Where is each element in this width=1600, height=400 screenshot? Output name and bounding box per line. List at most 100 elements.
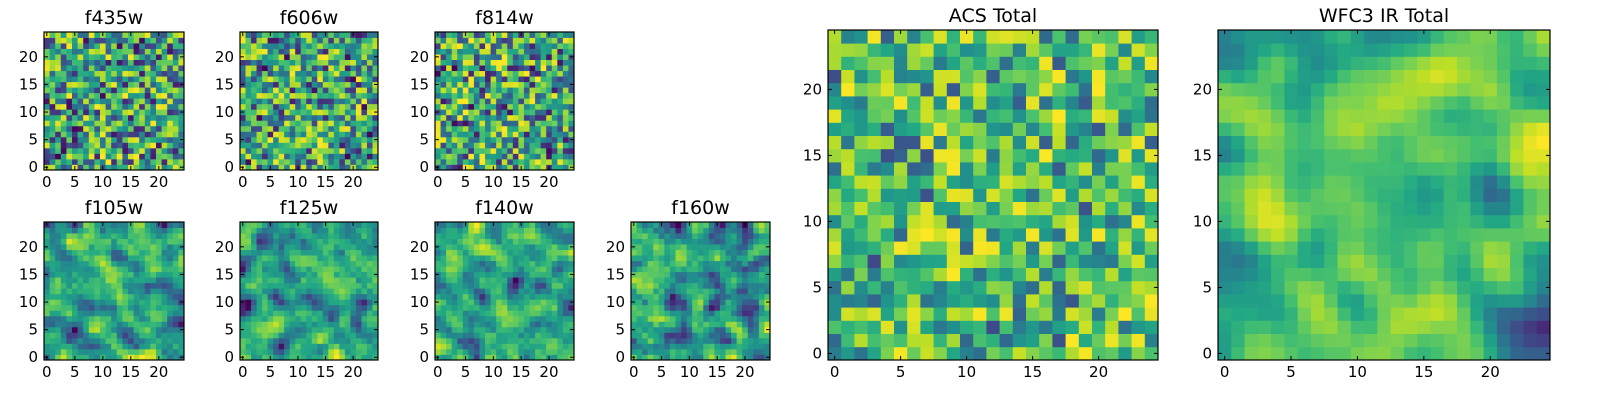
heatmap-cell xyxy=(479,255,486,262)
heatmap-cell xyxy=(496,37,503,44)
heatmap-cell xyxy=(295,65,302,72)
heatmap-cell xyxy=(546,59,553,66)
heatmap-cell xyxy=(150,315,157,322)
heatmap-cell xyxy=(300,153,307,160)
heatmap-cell xyxy=(122,76,129,83)
heatmap-cell xyxy=(747,244,754,250)
heatmap-cell xyxy=(133,70,140,77)
heatmap-cell xyxy=(435,337,441,344)
heatmap-cell xyxy=(284,271,291,278)
heatmap-cell xyxy=(278,326,285,333)
heatmap-cell xyxy=(523,65,530,72)
axes-frame xyxy=(434,31,575,171)
heatmap-cell xyxy=(557,153,564,160)
heatmap-cell xyxy=(457,76,464,83)
heatmap-cell xyxy=(999,175,1014,189)
heatmap-cell xyxy=(256,266,263,273)
heatmap-cell xyxy=(451,260,458,267)
heatmap-cell xyxy=(72,120,78,127)
heatmap-cell xyxy=(1065,162,1080,176)
heatmap-cell xyxy=(1012,254,1027,268)
heatmap-cell xyxy=(94,277,101,284)
heatmap-cell xyxy=(133,222,140,228)
heatmap-cell xyxy=(457,332,464,339)
heatmap-cell xyxy=(161,87,168,94)
heatmap-cell xyxy=(83,81,90,88)
heatmap-cell xyxy=(88,244,95,250)
heatmap-cell xyxy=(719,277,726,284)
heatmap-cell xyxy=(457,315,464,322)
heatmap-cell xyxy=(731,354,738,361)
heatmap-cell xyxy=(350,81,357,88)
heatmap-cell xyxy=(178,310,185,317)
heatmap-cell xyxy=(647,288,654,295)
heatmap-cell xyxy=(828,228,842,242)
heatmap-cell xyxy=(333,222,340,228)
heatmap-cell xyxy=(920,214,934,229)
heatmap-cell xyxy=(133,266,140,273)
heatmap-cell xyxy=(758,227,765,234)
heatmap-cell xyxy=(557,255,564,262)
heatmap-cell xyxy=(546,244,553,250)
heatmap-cell xyxy=(568,120,575,127)
y-tick-label: 0 xyxy=(28,348,38,366)
heatmap-cell xyxy=(725,288,732,295)
heatmap-cell xyxy=(479,271,486,278)
heatmap-cell xyxy=(703,233,710,239)
heatmap-cell xyxy=(1012,162,1027,176)
heatmap-cell xyxy=(267,48,274,55)
heatmap-cell xyxy=(350,76,357,83)
heatmap-cell xyxy=(105,87,112,94)
heatmap-cell xyxy=(128,81,134,88)
heatmap-cell xyxy=(284,158,291,165)
heatmap-cell xyxy=(251,337,257,344)
heatmap-cell xyxy=(167,271,174,278)
heatmap-cell xyxy=(479,282,486,289)
heatmap-cell xyxy=(317,92,324,99)
heatmap-cell xyxy=(88,153,95,160)
heatmap-cell xyxy=(523,266,530,273)
heatmap-cell xyxy=(529,288,536,295)
heatmap-cell xyxy=(128,260,134,267)
heatmap-cell xyxy=(350,59,357,66)
heatmap-cell xyxy=(697,343,704,350)
heatmap-cell xyxy=(83,304,90,311)
heatmap-cell xyxy=(77,131,84,138)
heatmap-cell xyxy=(675,277,682,284)
heatmap-cell xyxy=(77,222,84,228)
heatmap-cell xyxy=(44,48,50,55)
heatmap-cell xyxy=(485,37,491,44)
heatmap-cell xyxy=(485,244,491,250)
heatmap-cell xyxy=(289,120,296,127)
heatmap-cell xyxy=(278,125,285,132)
heatmap-cell xyxy=(94,153,101,160)
heatmap-cell xyxy=(462,70,469,77)
heatmap-cell xyxy=(44,348,50,355)
heatmap-cell xyxy=(529,32,536,38)
heatmap-cell xyxy=(60,304,67,311)
heatmap-cell xyxy=(300,354,307,361)
heatmap-cell xyxy=(446,260,453,267)
heatmap-cell xyxy=(77,147,84,154)
heatmap-cell xyxy=(736,260,743,267)
heatmap-cell xyxy=(473,266,480,273)
heatmap-cell xyxy=(731,321,738,328)
heatmap-cell xyxy=(479,142,486,149)
heatmap-cell xyxy=(457,310,464,317)
heatmap-cell xyxy=(83,103,90,110)
heatmap-cell xyxy=(540,260,547,267)
heatmap-cell xyxy=(178,125,185,132)
heatmap-cell xyxy=(60,288,67,295)
heatmap-cell xyxy=(256,98,263,105)
heatmap-cell xyxy=(306,255,313,262)
heatmap-cell xyxy=(1144,201,1159,216)
heatmap-cell xyxy=(144,282,151,289)
heatmap-cell xyxy=(636,260,643,267)
heatmap-cell xyxy=(133,142,140,149)
heatmap-cell xyxy=(49,282,56,289)
heatmap-cell xyxy=(703,354,710,361)
heatmap-cell xyxy=(289,65,296,72)
heatmap-cell xyxy=(267,315,274,322)
heatmap-cell xyxy=(451,299,458,306)
